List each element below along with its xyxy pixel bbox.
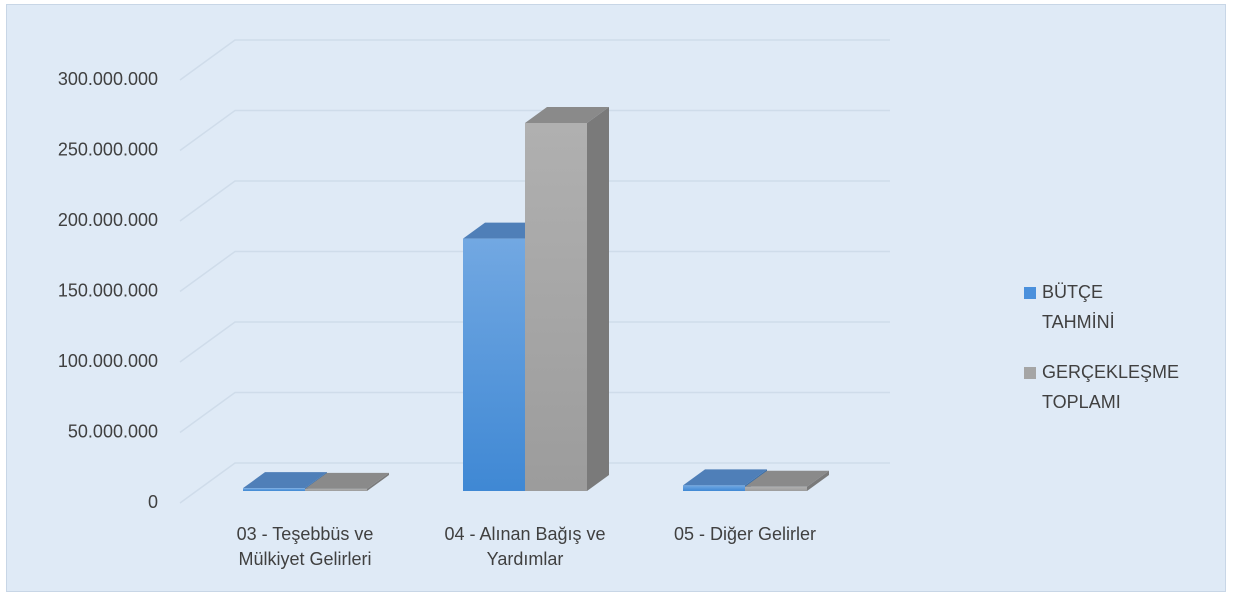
y-tick-label: 0	[148, 492, 158, 512]
y-tick-label: 250.000.000	[58, 139, 158, 159]
bar	[525, 106, 609, 492]
legend-label: GERÇEKLEŞME TOPLAMI	[1042, 362, 1180, 412]
bar-face	[463, 238, 525, 491]
grid-line	[179, 39, 890, 81]
y-tick-label: 50.000.000	[68, 421, 158, 441]
y-tick-label: 150.000.000	[58, 280, 158, 300]
bar-face	[587, 106, 609, 492]
bar-face	[243, 472, 327, 489]
bar-face	[745, 486, 807, 491]
chart-area	[6, 4, 1226, 592]
grid-line	[179, 250, 890, 293]
bar-face	[807, 470, 829, 491]
grid-line	[179, 462, 890, 504]
bar	[745, 470, 829, 491]
y-tick-label: 300.000.000	[58, 69, 158, 89]
bar-face	[683, 469, 767, 486]
bar-face	[367, 472, 389, 491]
bar-face	[305, 488, 367, 491]
y-tick-label: 100.000.000	[58, 351, 158, 371]
y-tick-label: 200.000.000	[58, 210, 158, 230]
bar-face	[525, 106, 609, 123]
legend-label: BÜTÇE TAHMİNİ	[1042, 282, 1115, 332]
x-tick-label: 04 - Alınan Bağış ve Yardımlar	[444, 524, 606, 569]
grid-line	[179, 391, 890, 434]
legend-swatch	[1024, 367, 1036, 379]
bar-face	[305, 472, 389, 489]
bar	[305, 472, 389, 491]
x-tick-label: 05 - Diğer Gelirler	[673, 524, 817, 544]
bar-face	[525, 122, 587, 492]
bar-face	[243, 488, 305, 491]
grid-line	[179, 180, 890, 222]
bar-face	[683, 485, 745, 491]
x-tick-label: 03 - Teşebbüs ve Mülkiyet Gelirleri	[236, 524, 374, 569]
legend-swatch	[1024, 287, 1036, 299]
grid-line	[179, 321, 890, 363]
grid-line	[179, 109, 890, 152]
bar-face	[745, 470, 829, 487]
